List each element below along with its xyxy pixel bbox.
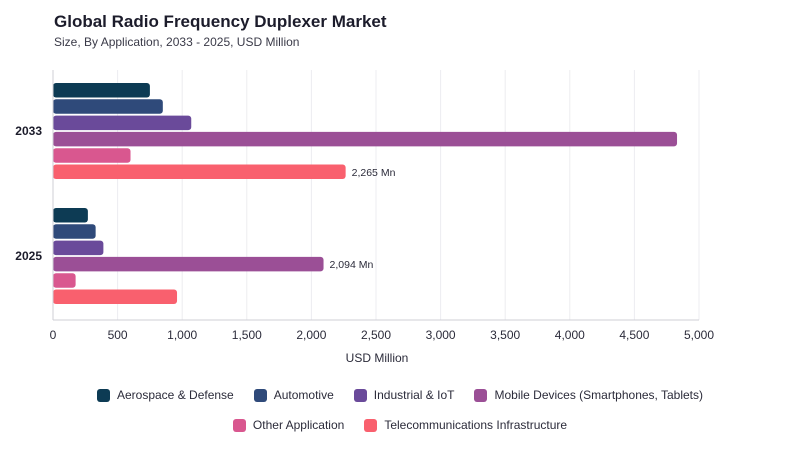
legend-swatch bbox=[253, 388, 267, 402]
legend-item-telecommunications-infrastructure[interactable]: Telecommunications Infrastructure bbox=[364, 418, 567, 432]
legend-item-automotive[interactable]: Automotive bbox=[253, 388, 334, 402]
legend-label: Automotive bbox=[273, 388, 334, 402]
legend-label: Aerospace & Defense bbox=[116, 388, 234, 402]
x-tick-label: 0 bbox=[50, 328, 57, 342]
legend-item-industrial-iot[interactable]: Industrial & IoT bbox=[353, 388, 455, 402]
y-tick-label: 2033 bbox=[15, 124, 42, 138]
y-tick-label: 2025 bbox=[15, 249, 42, 263]
x-tick-label: 1,000 bbox=[167, 328, 197, 342]
data-label: 2,094 Mn bbox=[330, 259, 374, 271]
legend-swatch bbox=[232, 418, 246, 432]
x-tick-label: 2,500 bbox=[361, 328, 391, 342]
x-tick-label: 4,500 bbox=[619, 328, 649, 342]
bar-2025-0 bbox=[53, 208, 88, 223]
bar-2025-5 bbox=[53, 289, 178, 304]
bar-2025-4 bbox=[53, 273, 76, 288]
bar-2033-4 bbox=[53, 148, 131, 163]
bar-2033-2 bbox=[53, 115, 192, 131]
chart-subtitle: Size, By Application, 2033 - 2025, USD M… bbox=[54, 35, 300, 49]
legend-row-2: Other Application Telecommunications Inf… bbox=[0, 410, 800, 440]
legend: Aerospace & Defense Automotive Industria… bbox=[0, 380, 800, 440]
bar-2033-5 bbox=[53, 164, 346, 179]
bar-2025-2 bbox=[53, 240, 104, 256]
legend-label: Other Application bbox=[252, 418, 345, 432]
data-label: 2,265 Mn bbox=[352, 167, 396, 179]
legend-item-mobile-devices[interactable]: Mobile Devices (Smartphones, Tablets) bbox=[474, 388, 703, 402]
legend-swatch bbox=[364, 418, 378, 432]
bar-2033-3 bbox=[53, 131, 678, 147]
x-tick-label: 2,000 bbox=[296, 328, 326, 342]
x-tick-label: 5,000 bbox=[684, 328, 714, 342]
bar-chart: 2033 2025 2,265 Mn 2,094 Mn 0 500 1,000 1,500 2,… bbox=[15, 70, 714, 365]
legend-row-1: Aerospace & Defense Automotive Industria… bbox=[0, 380, 800, 410]
legend-item-other-application[interactable]: Other Application bbox=[232, 418, 345, 432]
bar-2025-1 bbox=[53, 224, 96, 239]
chart-title: Global Radio Frequency Duplexer Market bbox=[54, 12, 387, 31]
x-tick-label: 3,000 bbox=[426, 328, 456, 342]
bar-2025-3 bbox=[53, 256, 324, 272]
legend-swatch bbox=[474, 388, 488, 402]
legend-item-aerospace-defense[interactable]: Aerospace & Defense bbox=[96, 388, 234, 402]
bar-2033-1 bbox=[53, 99, 163, 114]
x-tick-label: 4,000 bbox=[555, 328, 585, 342]
legend-swatch bbox=[96, 388, 110, 402]
x-axis-label: USD Million bbox=[346, 351, 409, 365]
legend-label: Industrial & IoT bbox=[373, 388, 455, 402]
legend-label: Telecommunications Infrastructure bbox=[384, 418, 568, 432]
legend-label: Mobile Devices (Smartphones, Tablets) bbox=[494, 388, 704, 402]
legend-swatch bbox=[353, 388, 367, 402]
x-tick-label: 1,500 bbox=[232, 328, 262, 342]
x-tick-label: 3,500 bbox=[490, 328, 520, 342]
bar-2033-0 bbox=[53, 83, 150, 98]
x-tick-label: 500 bbox=[108, 328, 128, 342]
